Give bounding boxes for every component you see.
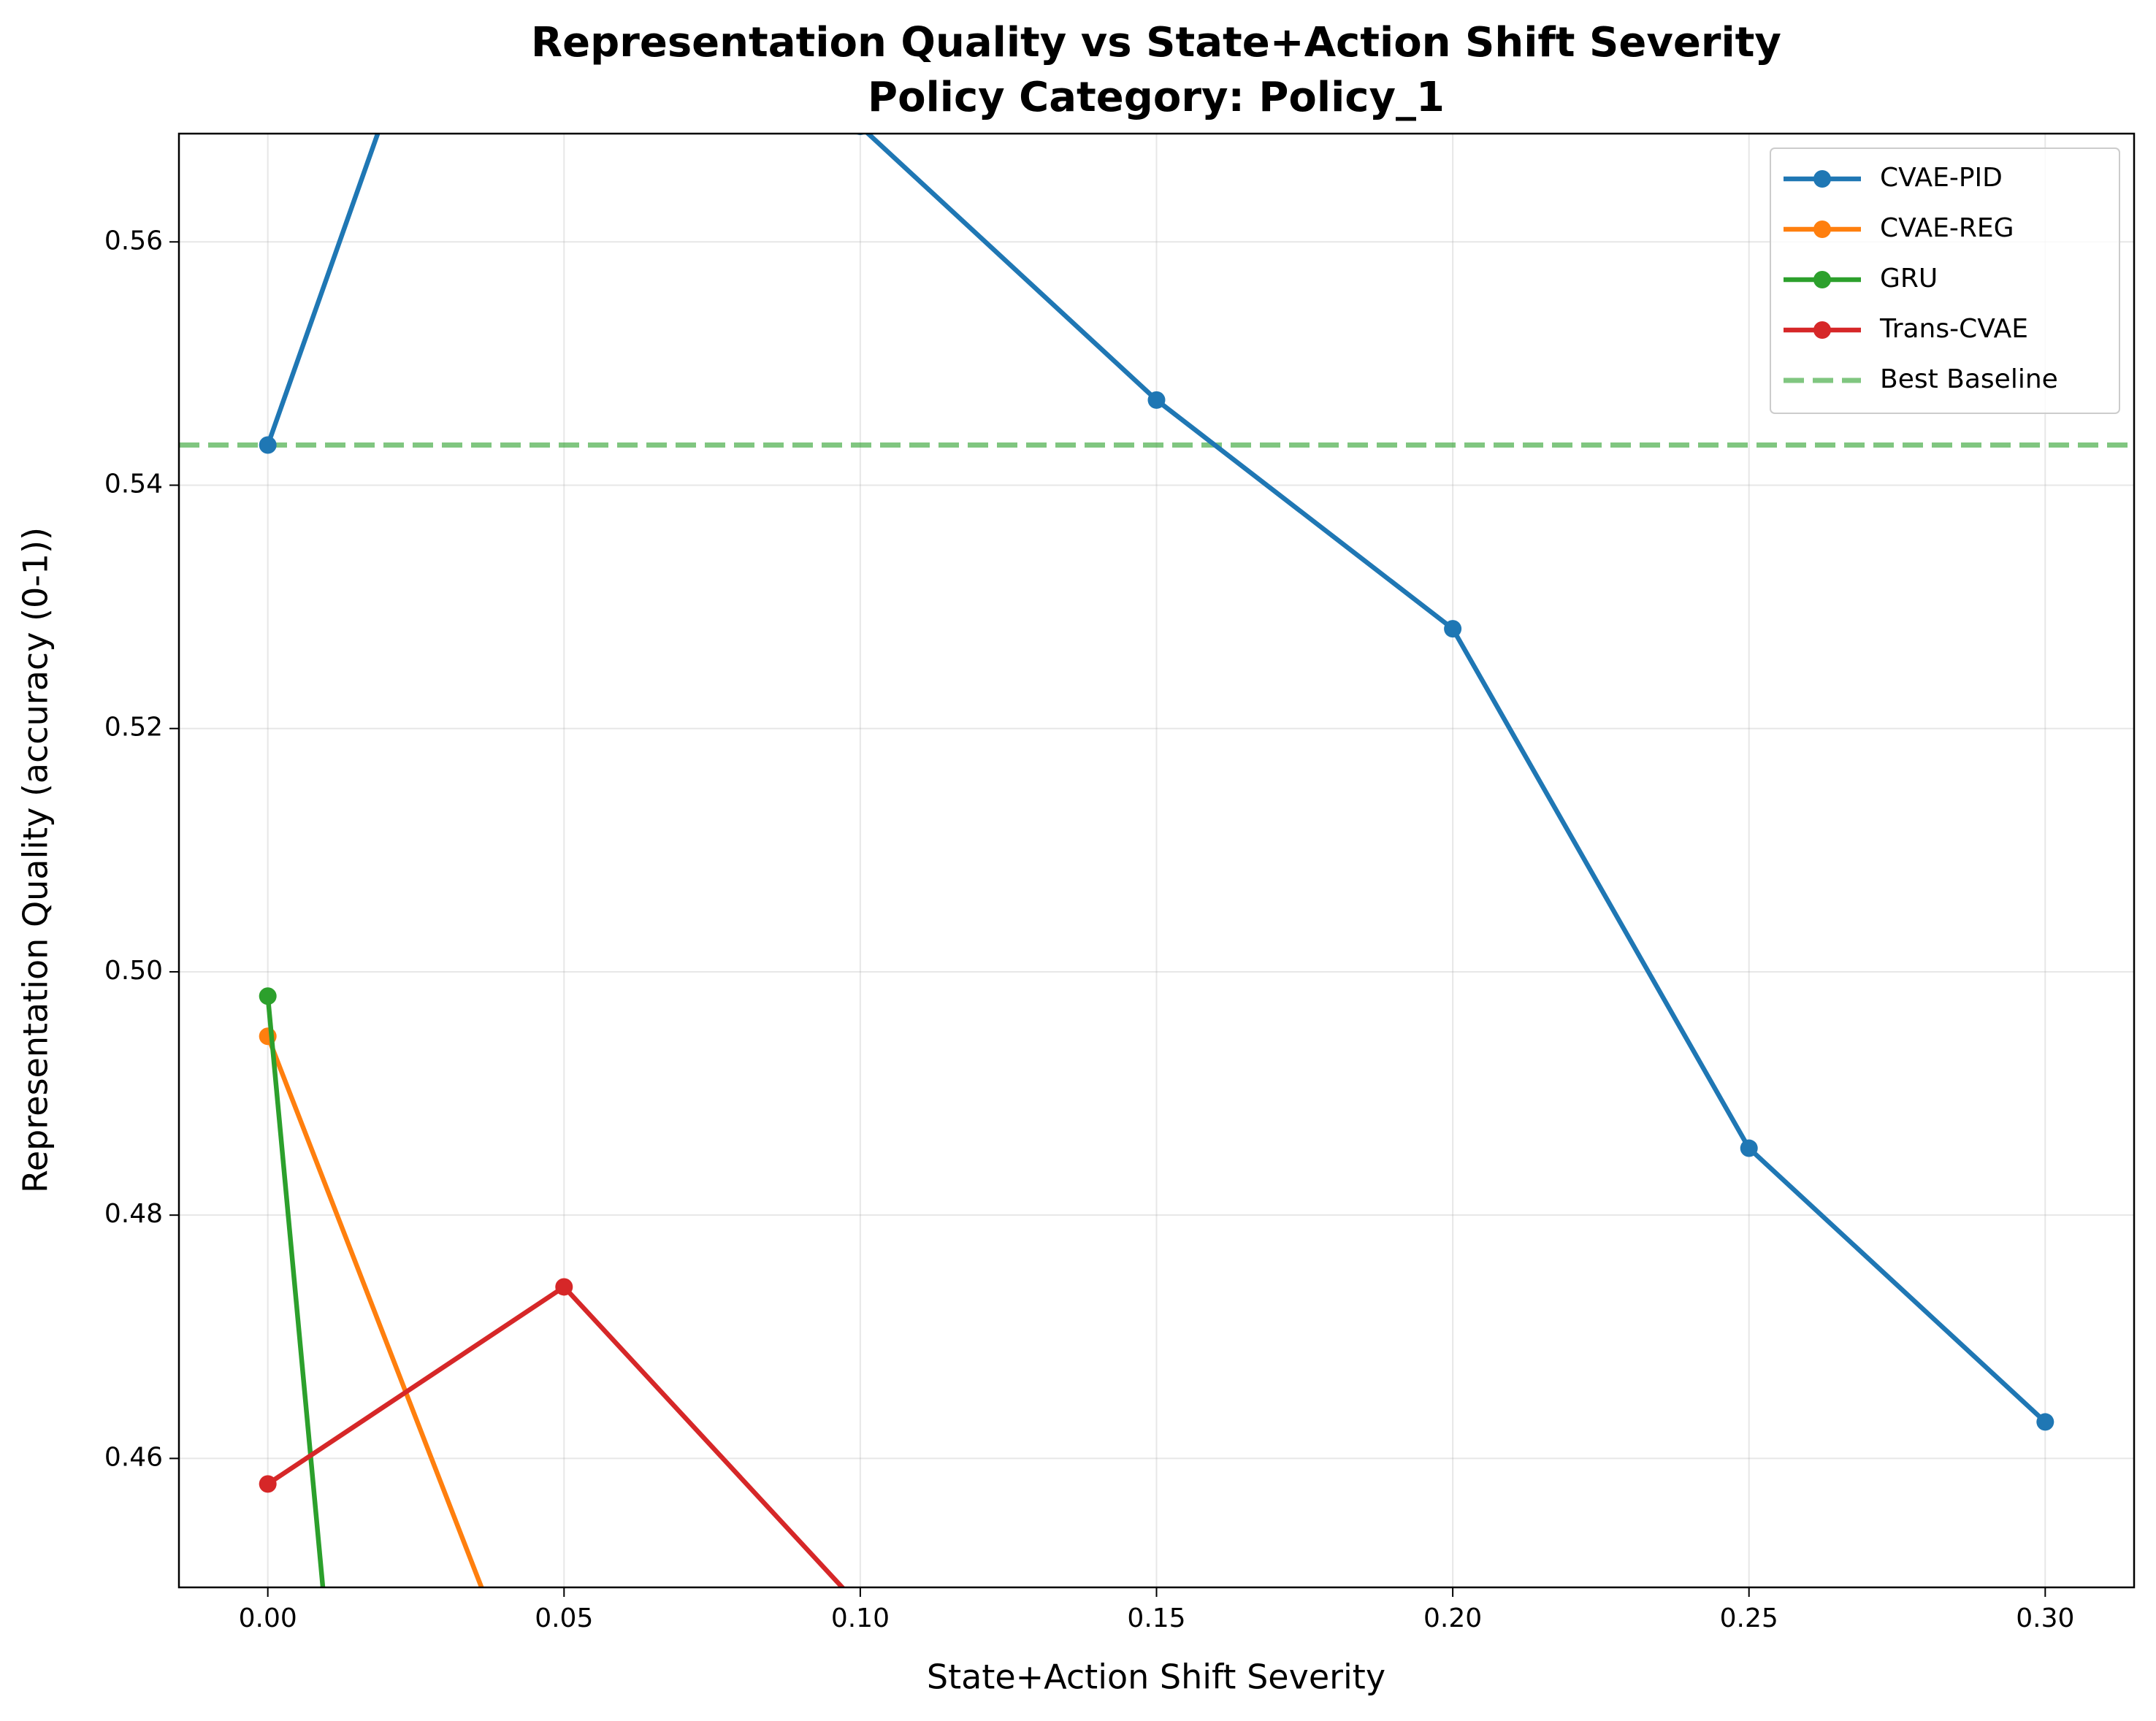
x-tick-label: 0.00 [239, 1603, 297, 1633]
plot-area [179, 134, 2134, 1587]
legend-box [1770, 147, 2120, 414]
legend-label: Trans-CVAE [1879, 314, 2028, 344]
y-tick-label: 0.48 [104, 1199, 163, 1229]
x-tick-label: 0.05 [535, 1603, 593, 1633]
legend: CVAE-PID CVAE-REG GRU Trans-CVAE Best Baseli… [1770, 147, 2120, 414]
data-point [855, 134, 865, 135]
chart-subtitle: Policy Category: Policy_1 [868, 74, 1445, 121]
x-tick-label: 0.10 [831, 1603, 890, 1633]
x-tick-label: 0.15 [1127, 1603, 1185, 1633]
legend-marker [1813, 271, 1831, 288]
data-point [259, 436, 277, 454]
data-point [1147, 391, 1166, 409]
y-tick-label: 0.46 [104, 1442, 163, 1472]
series-line [265, 1035, 484, 1587]
legend-marker [1813, 321, 1831, 339]
x-tick-label: 0.30 [2016, 1603, 2074, 1633]
y-tick-label: 0.54 [104, 469, 163, 499]
data-point [1740, 1139, 1758, 1157]
y-axis-label: Representation Quality (accuracy (0-1)) [16, 527, 56, 1193]
x-axis-label: State+Action Shift Severity [927, 1657, 1385, 1697]
y-tick-label: 0.52 [104, 713, 163, 743]
series-line [265, 995, 326, 1587]
axes: 0.00 0.05 0.10 0.15 0.20 0.25 0.30 0.46 0.48 0.50… [104, 226, 2075, 1633]
x-tick-label: 0.20 [1423, 1603, 1482, 1633]
legend-label: GRU [1880, 264, 1938, 294]
legend-marker [1813, 170, 1831, 188]
legend-label: Best Baseline [1880, 364, 2058, 394]
legend-label: CVAE-PID [1880, 163, 2003, 193]
x-tick-label: 0.25 [1720, 1603, 1778, 1633]
y-tick-label: 0.50 [104, 956, 163, 986]
data-point [2036, 1413, 2054, 1431]
chart-title: Representation Quality vs State+Action S… [531, 19, 1781, 66]
y-tick-label: 0.56 [104, 226, 163, 256]
legend-label: CVAE-REG [1880, 213, 2014, 243]
legend-marker [1813, 221, 1831, 238]
data-point [555, 1278, 573, 1296]
data-point [259, 1475, 277, 1493]
data-point [1444, 620, 1462, 638]
data-point [259, 987, 277, 1005]
